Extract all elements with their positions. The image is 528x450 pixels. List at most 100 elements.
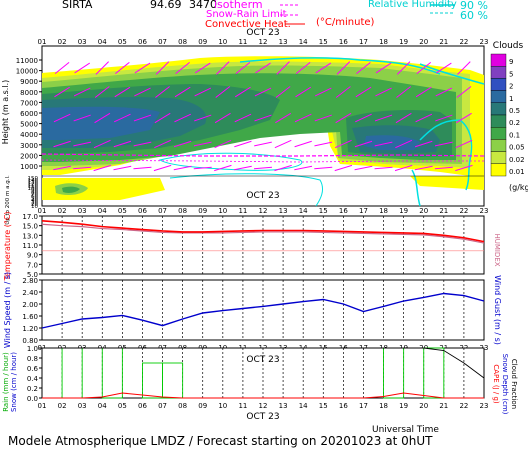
- colorbar-label: 9: [509, 58, 513, 66]
- hour-label-temp: 22: [459, 207, 468, 215]
- hour-label-bottom: 07: [158, 402, 167, 410]
- height-tick-label: 3000: [20, 142, 38, 150]
- wind-barb: [53, 113, 71, 123]
- colorbar-label: 0.1: [509, 131, 520, 139]
- wind-barb: [194, 87, 212, 97]
- wind-barb: [133, 141, 152, 147]
- y-tick-label: 13.0: [22, 232, 38, 240]
- wind-barb: [336, 61, 351, 75]
- wind-barb: [94, 112, 111, 124]
- wind-barb: [194, 62, 211, 74]
- legend-unit-label: (°C/minute): [316, 17, 375, 28]
- top-hour-label: 16: [339, 38, 348, 46]
- hour-label-bottom: 22: [459, 402, 468, 410]
- colorbar-segment: [490, 151, 507, 165]
- agl-tick-label: 100: [28, 186, 39, 192]
- legend-rh-label: Relative Humidity: [368, 0, 457, 10]
- y-tick-label: 2.00: [22, 301, 38, 309]
- wind-barb: [154, 112, 171, 124]
- date-label-mid: OCT 23: [246, 191, 279, 201]
- y-tick-label: 0.80: [22, 337, 38, 345]
- height-tick-label: 1000: [20, 163, 38, 171]
- colorbar-segment: [490, 126, 507, 140]
- wind-barb: [255, 62, 271, 74]
- low-cloud-dark: [62, 186, 80, 193]
- wind-barb: [73, 166, 92, 170]
- hour-label-temp: 19: [399, 207, 408, 215]
- agl-tick-label: 60: [31, 194, 38, 200]
- y-tick-label: 0.8: [27, 355, 38, 363]
- height-tick-label: 11000: [16, 57, 38, 65]
- rain-panel: 01 02 03 04 05 06 07 08 09 10 11 12 13 14 15 16 17 18 19 20…: [27, 344, 489, 422]
- wind-barb: [254, 114, 272, 122]
- isotherm-line: [41, 153, 485, 157]
- rain-bar: [423, 347, 445, 399]
- wind-barb: [414, 165, 433, 171]
- top-hour-label: 14: [299, 38, 308, 46]
- top-hour-label: 17: [359, 38, 368, 46]
- wind-barb: [394, 164, 413, 172]
- y-tick-label: 9.0: [27, 252, 38, 260]
- wind-barb: [73, 141, 92, 147]
- legend-snow-rain-label: Snow-Rain Limit: [206, 9, 287, 20]
- y-tick-label: 11.0: [22, 242, 38, 250]
- colorbar-label: 0.5: [509, 107, 520, 115]
- hour-label-temp: 04: [98, 207, 107, 215]
- colorbar-segment: [490, 78, 507, 91]
- hour-label-bottom: 06: [138, 402, 147, 410]
- date-label-rain: OCT 23: [246, 355, 279, 365]
- wind-barb: [355, 86, 372, 98]
- height-tick-label: 5000: [20, 121, 38, 129]
- wind-gust-axis-label: Wind Gust (m / s): [493, 275, 502, 345]
- wind-barb: [395, 139, 413, 149]
- y-tick-label: 2.80: [22, 277, 38, 285]
- wind-barb: [173, 165, 192, 171]
- hour-label-temp: 23: [480, 207, 489, 215]
- y-tick-label: 5.0: [27, 271, 38, 279]
- rh-contour-right: [411, 119, 473, 207]
- wind-barb: [154, 139, 171, 149]
- wind-barb: [54, 61, 70, 75]
- colorbar-segment: [490, 90, 507, 103]
- snow-depth-axis-label: Snow Depth (cm): [501, 354, 509, 415]
- wind-barb: [133, 114, 152, 122]
- y-tick-label: 2.40: [22, 289, 38, 297]
- wind-barb: [415, 140, 433, 148]
- wind-barb: [455, 139, 473, 149]
- hour-label-temp: 06: [138, 207, 147, 215]
- colorbar-segment: [490, 163, 507, 177]
- wind-barb: [294, 113, 312, 123]
- wind-barb: [457, 61, 471, 75]
- colorbar-label: 1: [509, 95, 513, 103]
- y-tick-label: 15.0: [22, 223, 38, 231]
- wind-barb: [235, 61, 251, 75]
- wind-barb: [53, 165, 72, 171]
- hour-label-temp: 03: [78, 207, 87, 215]
- hour-label-bottom: 02: [58, 402, 67, 410]
- wind-barb: [356, 61, 371, 75]
- height-tick-label: 7000: [20, 99, 38, 107]
- hour-label-temp: 13: [279, 207, 288, 215]
- colorbar-label: 0.01: [509, 168, 525, 176]
- agl-tick-label: 90: [31, 188, 38, 194]
- cape-axis-label: CAPE (J / g): [492, 364, 500, 404]
- top-hour-label: 05: [118, 38, 127, 46]
- snow-rain-line: [41, 159, 484, 163]
- colorbar-label: 0.2: [509, 119, 520, 127]
- height-axis-label: Height (m a.s.l.): [1, 80, 10, 145]
- top-hour-label: 12: [259, 38, 268, 46]
- top-hour-label: 02: [58, 38, 67, 46]
- agl-tick-label: 80: [31, 190, 38, 196]
- wind-barb: [354, 140, 373, 148]
- wind-barb: [113, 165, 132, 171]
- wind-barb: [355, 113, 372, 123]
- wind-barb: [334, 139, 352, 149]
- wind-barb: [214, 112, 231, 124]
- wind-barb: [434, 141, 453, 147]
- wind-barb: [73, 114, 91, 122]
- wind-barb: [73, 87, 91, 97]
- wind-barb: [416, 61, 432, 75]
- height-tick-label: 2000: [20, 152, 38, 160]
- date-label-bottom: OCT 23: [246, 412, 279, 422]
- top-hour-label: 19: [399, 38, 408, 46]
